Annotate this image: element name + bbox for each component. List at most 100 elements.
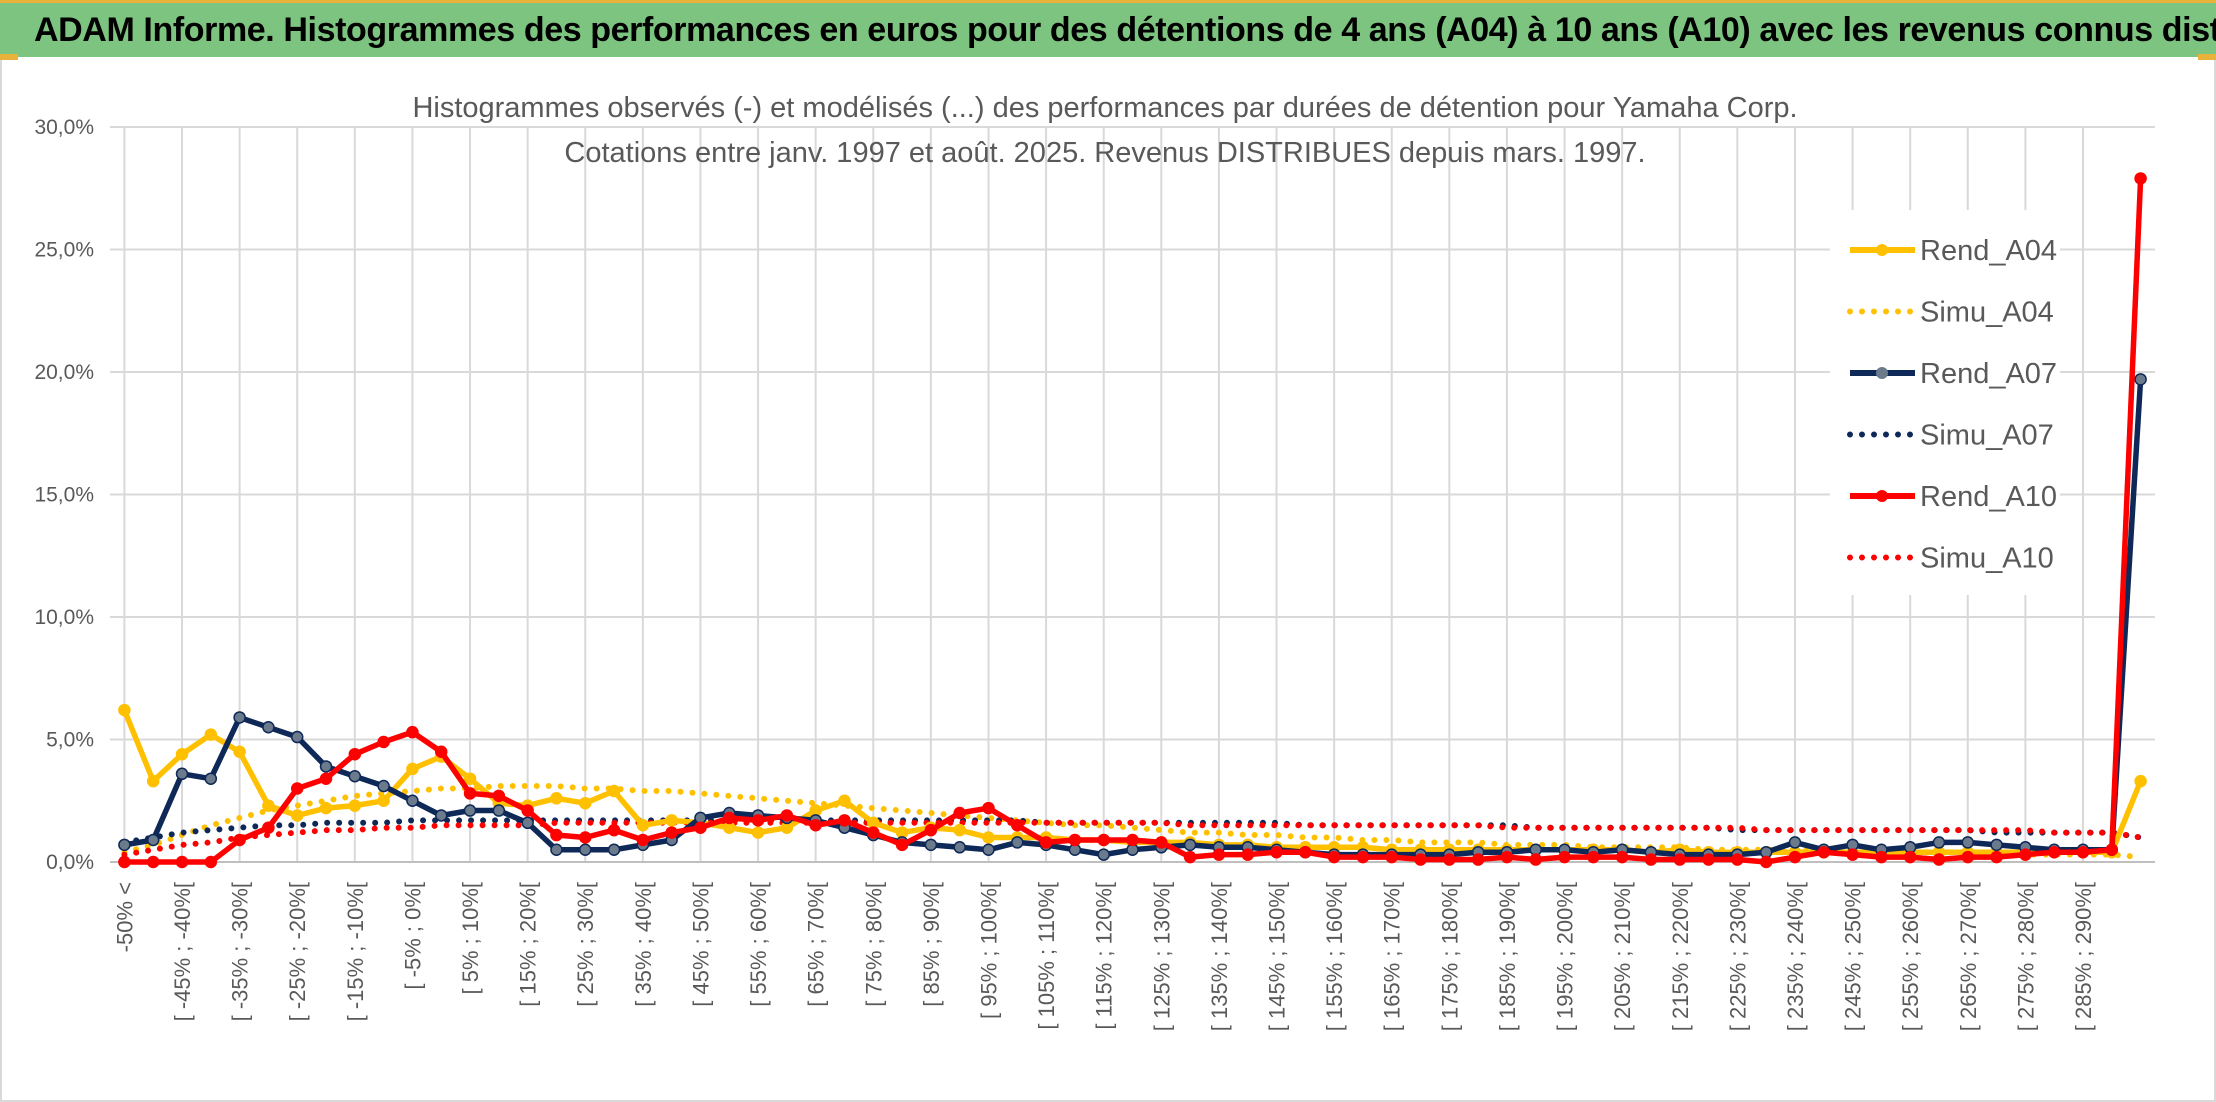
y-tick-label: 25,0%: [34, 239, 94, 262]
data-point: [1471, 853, 1485, 866]
data-point: [377, 735, 390, 749]
data-point: [1126, 833, 1139, 847]
legend-label: Simu_A10: [1920, 543, 2054, 575]
data-point: [1011, 836, 1024, 849]
data-point: [1443, 853, 1456, 866]
data-point: [1183, 850, 1197, 864]
data-point: [2047, 845, 2061, 859]
legend-marker: [1876, 244, 1888, 256]
data-point: [838, 814, 851, 827]
x-tick-label: [ 15% ; 20%[: [516, 882, 541, 1007]
data-point: [175, 767, 189, 781]
data-point: [1212, 848, 1226, 861]
data-point: [1327, 850, 1341, 864]
grid-lines: [110, 126, 2155, 863]
data-point: [2019, 848, 2032, 861]
series-Rend_A10: [118, 172, 2147, 869]
data-point: [406, 725, 419, 739]
x-tick-label: [ 75% ; 80%[: [861, 882, 886, 1007]
data-point: [924, 823, 938, 837]
data-point: [1990, 838, 2003, 852]
data-point: [578, 831, 592, 844]
data-point: [1068, 833, 1082, 847]
data-point: [348, 770, 362, 783]
data-point: [2134, 373, 2147, 386]
data-point: [146, 774, 160, 788]
data-point: [665, 826, 678, 839]
x-tick-label: [ 145% ; 150%[: [1265, 882, 1290, 1031]
legend-box: [1830, 210, 2060, 595]
data-point: [867, 826, 880, 839]
data-point: [204, 772, 218, 785]
data-point: [1414, 853, 1427, 866]
x-tick-label: [ 255% ; 260%[: [1898, 882, 1923, 1031]
data-point: [550, 828, 563, 842]
data-point: [233, 745, 246, 758]
x-tick-label: [ 225% ; 230%[: [1725, 882, 1750, 1031]
x-tick-label: [ -45% ; -40%[: [170, 882, 195, 1021]
data-point: [2134, 774, 2147, 788]
y-axis: 0,0% 5,0% 10,0% 15,0% 20,0% 25,0% 30,0%: [34, 116, 94, 874]
data-point: [348, 747, 362, 761]
legend-marker: [1876, 490, 1888, 502]
x-tick-label: [ -15% ; -10%[: [343, 882, 368, 1021]
x-tick-label: [ 245% ; 250%[: [1841, 882, 1866, 1031]
data-point: [1961, 836, 1975, 849]
data-point: [146, 855, 160, 869]
x-tick-label: [ 165% ; 170%[: [1380, 882, 1405, 1031]
x-tick-label: -50% <: [112, 882, 137, 952]
data-point: [1615, 850, 1629, 864]
data-point: [751, 814, 765, 827]
x-tick-label: [ 95% ; 100%[: [976, 882, 1001, 1019]
data-point: [118, 838, 131, 852]
x-tick-label: [ 215% ; 220%[: [1668, 882, 1693, 1031]
data-point: [1644, 853, 1658, 866]
data-point: [578, 796, 592, 810]
x-tick-label: [ 125% ; 130%[: [1149, 882, 1174, 1031]
x-tick-label: [ 285% ; 290%[: [2071, 882, 2096, 1031]
data-point: [1932, 836, 1946, 849]
data-point: [1097, 848, 1110, 861]
chart-title: Histogrammes observés (-) et modélisés (…: [412, 92, 1797, 124]
data-point: [550, 792, 563, 805]
data-point: [1817, 845, 1831, 859]
data-point: [1788, 850, 1802, 864]
x-tick-label: [ 205% ; 210%[: [1610, 882, 1635, 1031]
data-point: [780, 809, 794, 822]
chart-frame: [0, 57, 2216, 1102]
data-point: [1529, 853, 1542, 866]
legend-label: Rend_A04: [1920, 235, 2057, 267]
x-tick-label: [ 5% ; 10%[: [458, 882, 483, 995]
x-tick-label: [ 55% ; 60%[: [746, 882, 771, 1007]
data-point: [118, 855, 131, 869]
x-tick-label: [ -5% ; 0%[: [400, 882, 425, 990]
legend-item-Simu_A10: Simu_A10: [1847, 543, 2054, 575]
data-point: [982, 843, 995, 856]
data-point: [521, 804, 534, 817]
data-point: [924, 838, 938, 852]
data-point: [1097, 833, 1110, 847]
data-point: [607, 823, 621, 837]
data-point: [406, 762, 419, 776]
data-point: [233, 833, 246, 847]
data-point: [636, 833, 650, 847]
data-point: [290, 730, 304, 744]
data-point: [521, 816, 534, 830]
corner-accent-right: [2198, 54, 2216, 60]
data-point: [204, 728, 218, 741]
data-point: [1500, 850, 1514, 864]
data-point: [1039, 836, 1053, 849]
data-point: [262, 821, 275, 834]
data-point: [1270, 845, 1283, 859]
x-tick-label: [ 105% ; 110%[: [1034, 882, 1059, 1030]
data-point: [463, 787, 477, 800]
data-point: [1155, 836, 1168, 849]
data-point: [1932, 853, 1946, 866]
data-point: [348, 799, 362, 812]
data-point: [1875, 850, 1888, 864]
x-tick-label: [ 65% ; 70%[: [804, 882, 829, 1007]
x-tick-label: [ 235% ; 240%[: [1783, 882, 1808, 1031]
data-point: [982, 801, 995, 815]
data-point: [723, 811, 736, 825]
x-tick-label: [ 175% ; 180%[: [1437, 882, 1462, 1031]
